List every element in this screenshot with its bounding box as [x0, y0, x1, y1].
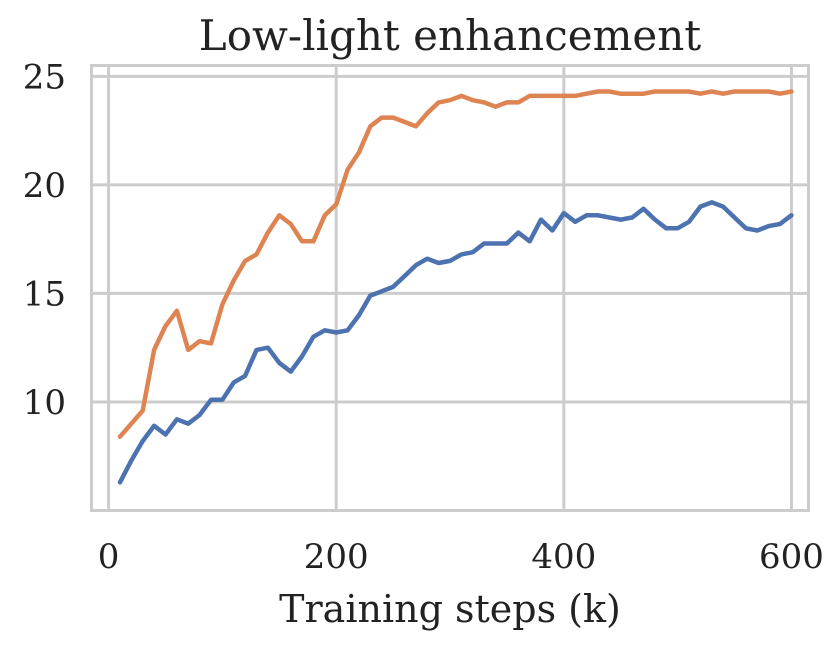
tick-labels: 0 200 400 600 10 15 20 25 — [23, 57, 824, 577]
plot-frame — [90, 64, 810, 512]
x-tick-label: 600 — [759, 537, 824, 577]
series-line-2 — [117, 89, 794, 439]
y-tick-label: 25 — [23, 57, 66, 97]
grid-lines — [91, 65, 809, 511]
chart-title: Low-light enhancement — [199, 11, 702, 60]
x-tick-label: 0 — [98, 537, 120, 577]
x-tick-label: 400 — [531, 537, 596, 577]
x-tick-label: 200 — [304, 537, 369, 577]
y-tick-label: 20 — [23, 166, 66, 206]
y-tick-label: 10 — [23, 383, 66, 423]
x-axis-label: Training steps (k) — [279, 587, 621, 631]
series-lines — [117, 89, 794, 485]
series-line-1 — [117, 200, 794, 485]
y-tick-label: 15 — [23, 274, 66, 314]
